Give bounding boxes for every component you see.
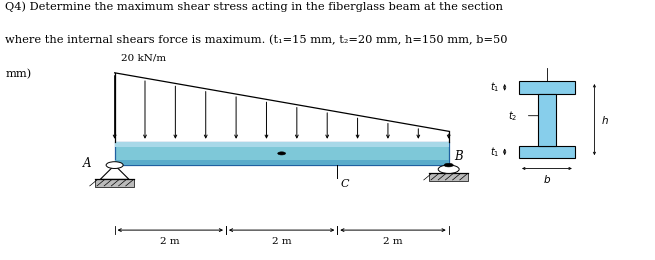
Bar xyxy=(538,94,556,146)
Text: $t_1$: $t_1$ xyxy=(490,80,499,94)
Circle shape xyxy=(278,152,286,155)
Text: 20 kN/m: 20 kN/m xyxy=(121,53,166,62)
Text: $t_1$: $t_1$ xyxy=(490,145,499,159)
Circle shape xyxy=(444,163,453,167)
Text: $t_2$: $t_2$ xyxy=(508,109,517,123)
Bar xyxy=(519,146,574,158)
Text: $b$: $b$ xyxy=(543,173,551,185)
Bar xyxy=(115,142,449,147)
Text: mm): mm) xyxy=(5,69,31,79)
Bar xyxy=(95,179,134,187)
Text: $h$: $h$ xyxy=(601,114,609,126)
Text: C: C xyxy=(341,179,349,189)
Text: 2 m: 2 m xyxy=(160,237,180,246)
Text: Q4) Determine the maximum shear stress acting in the fiberglass beam at the sect: Q4) Determine the maximum shear stress a… xyxy=(5,1,503,12)
Text: A: A xyxy=(83,157,92,170)
Bar xyxy=(519,81,574,94)
Text: B: B xyxy=(454,150,462,162)
Circle shape xyxy=(106,162,123,168)
FancyBboxPatch shape xyxy=(115,142,449,165)
Text: 2 m: 2 m xyxy=(272,237,291,246)
Text: 2 m: 2 m xyxy=(383,237,403,246)
Circle shape xyxy=(438,165,459,173)
Bar xyxy=(429,173,468,181)
Text: where the internal shears force is maximum. (t₁=15 mm, t₂=20 mm, h=150 mm, b=50: where the internal shears force is maxim… xyxy=(5,35,508,46)
Bar xyxy=(115,160,449,165)
